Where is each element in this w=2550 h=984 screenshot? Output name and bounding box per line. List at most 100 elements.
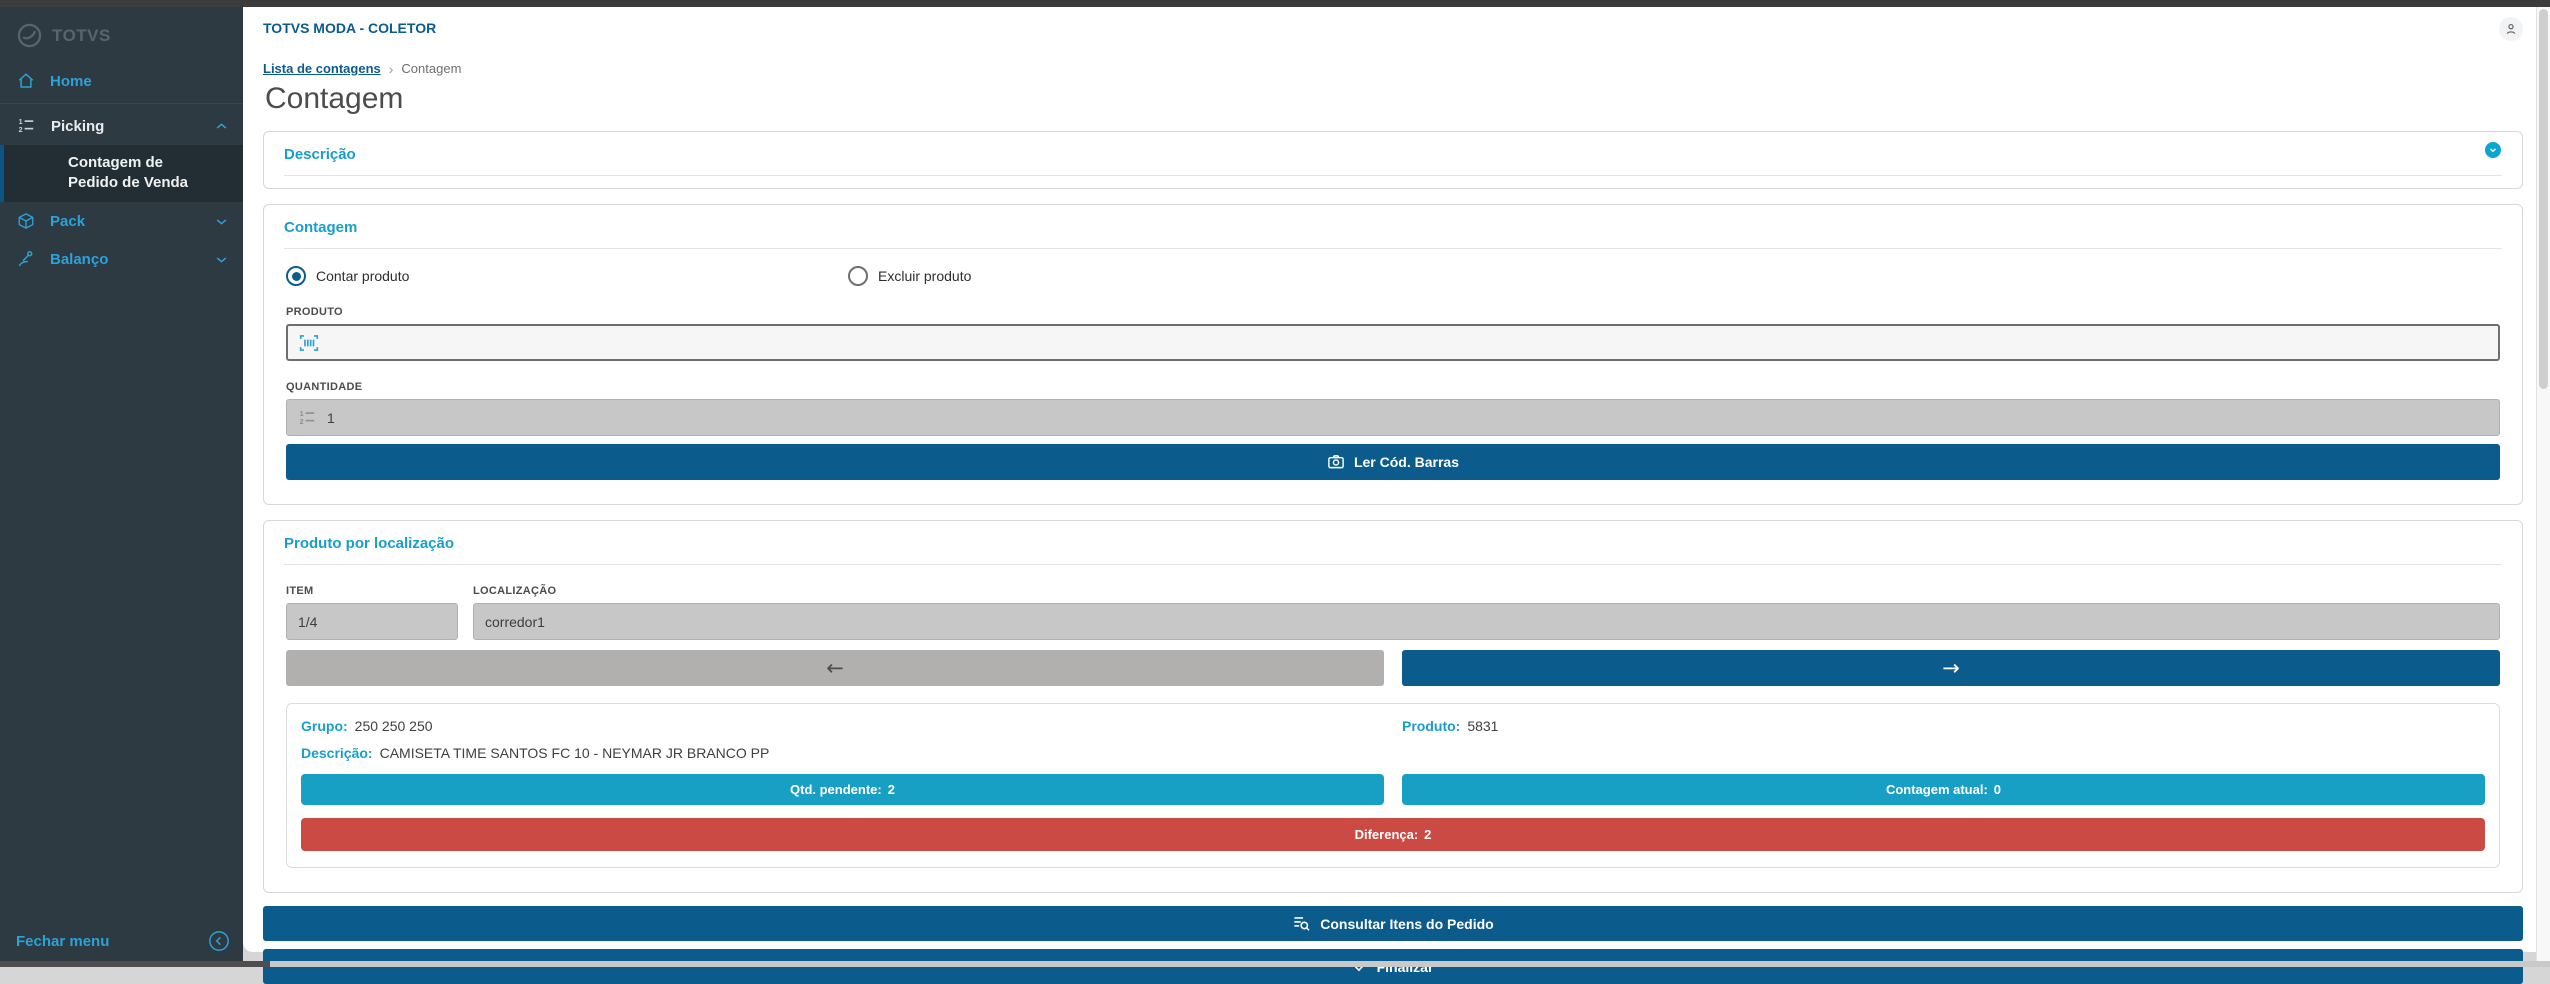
svg-text:2: 2	[300, 418, 304, 426]
breadcrumb-chevron-icon: ›	[388, 60, 394, 77]
app-header: TOTVS MODA - COLETOR	[263, 14, 2523, 41]
descricao-card-body	[264, 176, 2522, 188]
package-box-icon	[17, 212, 35, 230]
user-profile-button[interactable]	[2499, 17, 2523, 41]
badge-label: Diferença:	[1354, 827, 1419, 842]
badge-value: 2	[1424, 827, 1432, 842]
sidebar-subitem-contagem-pedido-venda[interactable]: Contagem de Pedido de Venda	[0, 145, 243, 202]
camera-icon	[1327, 453, 1345, 471]
localizacao-input[interactable]	[485, 613, 2488, 630]
vertical-scrollbar[interactable]	[2536, 7, 2550, 961]
vertical-scrollbar-thumb[interactable]	[2539, 9, 2548, 389]
quantity-badges-row: Qtd. pendente: 2 Contagem atual: 0	[301, 774, 2485, 805]
localizacao-field-label: LOCALIZAÇÃO	[473, 585, 557, 597]
previous-location-button[interactable]: ←	[286, 650, 1384, 686]
person-icon	[2504, 22, 2518, 36]
radio-contar-produto[interactable]: Contar produto	[286, 266, 848, 286]
sidebar-item-label: Home	[50, 72, 92, 90]
contagem-card: Contagem Contar produto Excluir produto …	[263, 204, 2523, 505]
svg-text:2: 2	[19, 126, 23, 134]
radio-label: Contar produto	[316, 268, 410, 284]
badge-value: 2	[887, 782, 895, 797]
localizacao-card-header: Produto por localização	[264, 521, 2522, 565]
main-content: TOTVS MODA - COLETOR Lista de contagens …	[243, 7, 2536, 984]
divider	[284, 564, 2502, 565]
badge-label: Contagem atual:	[1885, 782, 1988, 797]
chevron-down-icon	[2490, 148, 2496, 153]
breadcrumb: Lista de contagens › Contagem	[263, 61, 2523, 76]
breadcrumb-link-lista-de-contagens[interactable]: Lista de contagens	[263, 61, 381, 76]
sidebar-divider	[0, 103, 243, 104]
grupo-value: 250 250 250	[354, 718, 433, 734]
home-icon	[17, 72, 35, 90]
contagem-card-header: Contagem	[264, 205, 2522, 249]
page-title: Contagem	[265, 82, 404, 115]
item-input[interactable]	[298, 613, 479, 630]
list-search-icon	[1292, 914, 1311, 933]
chevron-up-icon	[214, 119, 229, 134]
produto-por-localizacao-card: Produto por localização ITEM LOCALIZAÇÃO	[263, 520, 2523, 893]
divider	[284, 248, 2502, 249]
contagem-card-title: Contagem	[284, 219, 358, 236]
lever-scale-icon	[17, 250, 35, 268]
quantidade-field-label: QUANTIDADE	[286, 381, 363, 393]
product-info-row-1: Grupo: 250 250 250 Produto: 5831	[301, 718, 2485, 734]
chevron-down-icon	[214, 214, 229, 229]
close-menu-button[interactable]: Fechar menu	[0, 930, 243, 952]
horizontal-scrollbar[interactable]	[0, 961, 2550, 967]
close-menu-label: Fechar menu	[16, 932, 110, 950]
item-field-label: ITEM	[286, 585, 314, 597]
app-title: TOTVS MODA - COLETOR	[263, 20, 437, 36]
grupo-label: Grupo:	[301, 718, 348, 734]
sidebar-item-balanco[interactable]: Balanço	[0, 240, 243, 278]
produto-field: Produto: 5831	[1402, 718, 2485, 734]
breadcrumb-current: Contagem	[401, 61, 462, 76]
sidebar-item-label: Picking	[51, 117, 105, 135]
quantidade-input[interactable]	[327, 409, 2488, 426]
item-input-wrapper	[286, 603, 479, 640]
produto-field-label: PRODUTO	[286, 306, 343, 318]
sidebar-item-pack[interactable]: Pack	[0, 202, 243, 240]
window-top-edge	[0, 0, 2550, 7]
totvs-logo-text: TOTVS	[52, 25, 111, 45]
chevron-down-icon	[214, 252, 229, 267]
radio-excluir-produto[interactable]: Excluir produto	[848, 266, 971, 286]
diferenca-badge: Diferença: 2	[301, 818, 2485, 851]
radio-unselected-icon	[848, 266, 868, 286]
item-localizacao-row: ITEM LOCALIZAÇÃO	[286, 579, 2500, 640]
contagem-atual-badge: Contagem atual: 0	[1402, 774, 2485, 805]
sidebar-item-label: Balanço	[50, 250, 109, 268]
next-location-button[interactable]: →	[1402, 650, 2500, 686]
horizontal-scrollbar-thumb[interactable]	[0, 961, 270, 967]
ler-cod-barras-button[interactable]: Ler Cód. Barras	[286, 444, 2500, 480]
circle-chevron-left-icon	[208, 930, 230, 952]
descricao-card-header: Descrição	[264, 132, 2522, 176]
radio-label: Excluir produto	[878, 268, 972, 284]
descricao-card: Descrição	[263, 131, 2523, 189]
svg-text:1: 1	[19, 118, 23, 126]
produto-input[interactable]	[329, 334, 2487, 351]
localizacao-input-wrapper	[473, 603, 2500, 640]
descricao-value: CAMISETA TIME SANTOS FC 10 - NEYMAR JR B…	[379, 745, 770, 761]
arrow-right-icon: →	[1942, 656, 1960, 680]
localizacao-card-title: Produto por localização	[284, 535, 455, 552]
expand-descricao-button[interactable]	[2485, 142, 2501, 158]
grupo-field: Grupo: 250 250 250	[301, 718, 1384, 734]
contagem-card-body: Contar produto Excluir produto PRODUTO Q…	[264, 249, 2522, 504]
totvs-logo: TOTVS	[0, 7, 243, 62]
localizacao-card-body: ITEM LOCALIZAÇÃO ← →	[264, 565, 2522, 892]
consultar-itens-pedido-button[interactable]: Consultar Itens do Pedido	[263, 906, 2523, 941]
arrow-left-icon: ←	[826, 656, 844, 680]
descricao-label: Descrição:	[301, 745, 373, 761]
sidebar-item-home[interactable]: Home	[0, 62, 243, 100]
sidebar-subitem-label: Contagem de Pedido de Venda	[68, 154, 189, 191]
product-info-row-2: Descrição: CAMISETA TIME SANTOS FC 10 - N…	[301, 745, 2485, 761]
count-mode-radio-group: Contar produto Excluir produto	[286, 266, 2500, 286]
descricao-field: Descrição: CAMISETA TIME SANTOS FC 10 - N…	[301, 745, 2485, 761]
sidebar-item-label: Pack	[50, 212, 86, 230]
